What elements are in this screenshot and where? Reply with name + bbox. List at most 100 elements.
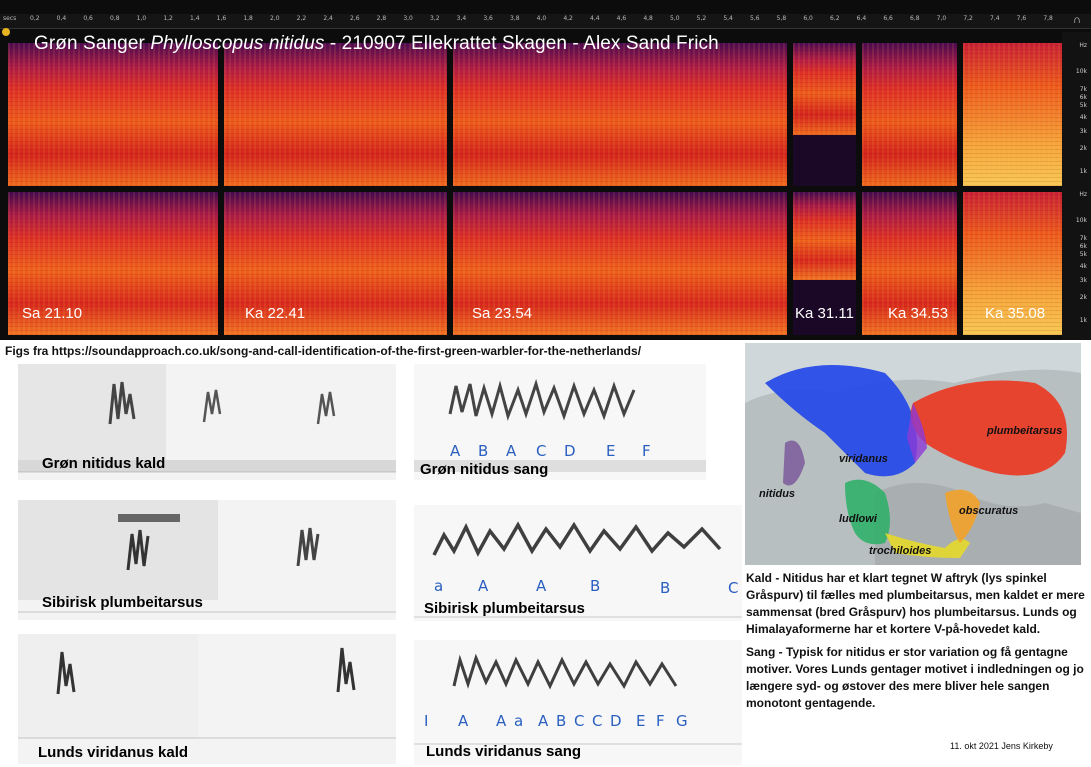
sonogram-graphic — [18, 364, 396, 473]
sonogram-viridanus-song: I A A a A B C C D E F G Lunds viridanus … — [414, 640, 742, 765]
song-letter: A — [506, 442, 517, 460]
title-species: Phylloscopus nitidus — [150, 33, 325, 54]
time-unit-label: secs — [3, 15, 17, 22]
time-tick: 4,2 — [563, 15, 573, 22]
spectro-segment-bottom-5 — [862, 192, 957, 335]
playhead-marker-icon[interactable] — [2, 28, 10, 36]
sonogram-nitidus-song: A B A C D E F Grøn nitidus sang — [414, 364, 706, 480]
freq-tick: 5k — [1079, 251, 1087, 258]
spectro-segment-bottom-1 — [8, 192, 218, 335]
sonogram-caption: Sibirisk plumbeitarsus — [424, 600, 585, 617]
freq-tick: 2k — [1079, 145, 1087, 152]
time-tick: 0,2 — [30, 15, 40, 22]
time-tick: 7,8 — [1043, 15, 1053, 22]
song-letter: C — [574, 712, 585, 730]
segment-label: Ka 22.41 — [245, 305, 306, 322]
headphones-icon[interactable]: ∩ — [1073, 14, 1081, 26]
freq-tick: 5k — [1079, 102, 1087, 109]
spectro-segment-top-3 — [453, 43, 787, 186]
time-tick: 7,6 — [1016, 15, 1027, 22]
map-label: plumbeitarsus — [987, 425, 1063, 437]
time-tick: 4,4 — [590, 15, 600, 22]
sonogram-caption: Grøn nitidus kald — [42, 455, 166, 472]
freq-tick: 6k — [1079, 94, 1087, 101]
song-letter: D — [564, 442, 576, 460]
song-letter: E — [606, 442, 616, 460]
time-tick: 6,4 — [856, 15, 867, 22]
figures-source: Figs fra https://soundapproach.co.uk/son… — [5, 344, 642, 358]
freq-tick: 4k — [1079, 114, 1087, 121]
song-letter: A — [496, 712, 507, 730]
sonogram-plumbeitarsus-call: Sibirisk plumbeitarsus — [18, 500, 396, 620]
time-tick: 0,4 — [56, 15, 67, 22]
time-tick: 6,6 — [883, 15, 893, 22]
song-letter: A — [536, 577, 547, 595]
song-letter: C — [592, 712, 603, 730]
spectro-segment-top-4-gap — [793, 135, 856, 186]
spectro-segment-top-4 — [793, 43, 856, 135]
time-tick: 5,2 — [696, 15, 707, 22]
freq-unit-bottom: Hz — [1079, 191, 1087, 198]
map-label: ludlowi — [839, 513, 877, 525]
song-letter: a — [514, 712, 524, 730]
song-letter: C — [728, 579, 739, 597]
frequency-axis: Hz 10k 7k 6k 5k 4k 3k 2k 1k Hz 10k 7k 6k… — [1062, 32, 1091, 340]
freq-tick: 10k — [1075, 68, 1087, 75]
map-graphic — [745, 343, 1081, 565]
sonogram-nitidus-call: Grøn nitidus kald — [18, 364, 396, 480]
sonogram-caption: Lunds viridanus sang — [426, 743, 582, 760]
spectro-segment-bottom-6 — [963, 192, 1062, 335]
freq-tick: 7k — [1079, 235, 1087, 242]
time-tick: 0,6 — [83, 15, 93, 22]
segment-label: Sa 21.10 — [22, 305, 83, 322]
song-letter: E — [636, 712, 646, 730]
time-tick: 5,8 — [776, 15, 787, 22]
time-tick: 1,4 — [190, 15, 200, 22]
sonogram-viridanus-call: Lunds viridanus kald — [18, 634, 396, 764]
map-label: nitidus — [759, 488, 796, 500]
time-tick: 5,6 — [750, 15, 760, 22]
time-tick: 3,4 — [456, 15, 467, 22]
time-tick: 1,6 — [216, 15, 227, 22]
freq-tick: 3k — [1079, 128, 1087, 135]
spectrogram-panel: secs 0,2 0,4 0,6 0,8 1,0 1,2 1,4 1,6 1,8 2,0 2,2 2,… — [0, 0, 1091, 340]
spectro-segment-bottom-4 — [793, 192, 856, 280]
sonogram-graphic — [414, 378, 706, 472]
song-letter: A — [478, 577, 489, 595]
segment-label: Ka 34.53 — [888, 305, 949, 322]
song-letter: B — [660, 579, 671, 597]
time-tick: 2,6 — [350, 15, 360, 22]
time-tick: 2,8 — [376, 15, 387, 22]
segment-label: Sa 23.54 — [472, 305, 533, 322]
time-tick: 7,4 — [990, 15, 1000, 22]
time-tick: 6,8 — [910, 15, 920, 22]
song-letter: C — [536, 442, 547, 460]
time-tick: 3,0 — [403, 15, 413, 22]
time-tick: 1,8 — [243, 15, 253, 22]
song-letter: B — [590, 577, 601, 595]
song-letter: a — [434, 577, 444, 595]
segment-label: Ka 35.08 — [985, 305, 1046, 322]
sonogram-caption: Grøn nitidus sang — [420, 461, 549, 478]
time-tick: 6,2 — [830, 15, 840, 22]
spectro-segment-top-6 — [963, 43, 1062, 186]
spectro-segment-top-5 — [862, 43, 957, 186]
signature: 11. okt 2021 Jens Kirkeby — [950, 741, 1053, 751]
freq-tick: 1k — [1079, 317, 1087, 324]
time-tick: 1,2 — [163, 15, 173, 22]
song-letter: B — [478, 442, 489, 460]
time-tick: 2,4 — [323, 15, 333, 22]
time-tick: 5,0 — [670, 15, 680, 22]
sonogram-plumbeitarsus-song: a A A B B C Sibirisk plumbeitarsus — [414, 505, 742, 621]
notes: Kald - Nitidus har et klart tegnet W aft… — [746, 570, 1086, 718]
song-letter: G — [676, 712, 688, 730]
song-letter: A — [458, 712, 469, 730]
time-tick: 4,0 — [536, 15, 547, 22]
song-letter: B — [556, 712, 567, 730]
time-tick: 0,8 — [110, 15, 120, 22]
song-letter: F — [656, 712, 665, 730]
spectro-segment-bottom-4-gap — [793, 280, 856, 335]
song-letter: A — [450, 442, 461, 460]
spectro-segment-bottom-3 — [453, 192, 787, 335]
title-prefix: Grøn Sanger — [34, 33, 151, 54]
